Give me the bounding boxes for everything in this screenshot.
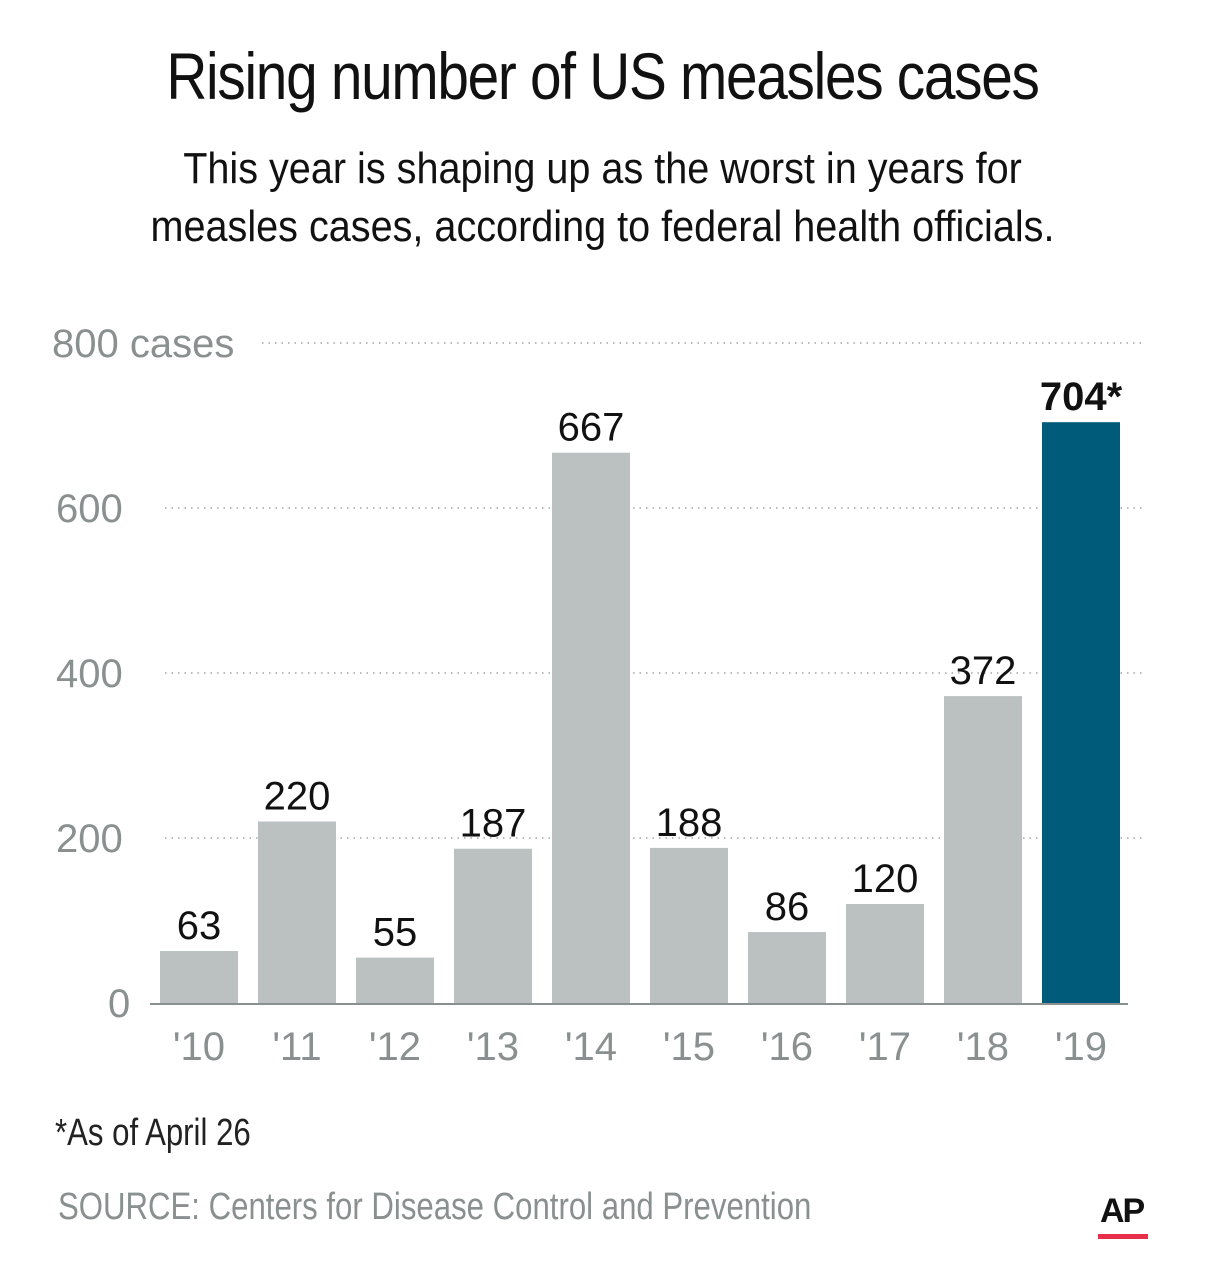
bar bbox=[356, 957, 434, 1003]
y-tick-label: 200 bbox=[56, 817, 123, 861]
y-tick-label: 400 bbox=[56, 652, 123, 696]
bar bbox=[944, 696, 1022, 1003]
source-credit: SOURCE: Centers for Disease Control and … bbox=[58, 1186, 812, 1228]
data-label: 86 bbox=[765, 885, 810, 929]
bar bbox=[748, 932, 826, 1003]
x-tick-label: '11 bbox=[272, 1025, 321, 1069]
subtitle-line-1: This year is shaping up as the worst in … bbox=[183, 144, 1022, 193]
data-label: 55 bbox=[373, 911, 418, 955]
ap-logo: AP bbox=[1100, 1192, 1145, 1230]
data-label: 220 bbox=[264, 775, 331, 819]
bars bbox=[160, 422, 1120, 1004]
x-tick-label: '13 bbox=[467, 1025, 519, 1069]
data-labels: 63 220 55 187 667 188 86 120 372 704* bbox=[177, 375, 1123, 954]
bar bbox=[846, 904, 924, 1003]
data-label: 188 bbox=[656, 801, 723, 845]
bar bbox=[650, 847, 728, 1003]
ap-logo-underline bbox=[1098, 1234, 1148, 1239]
bar bbox=[160, 951, 238, 1003]
subtitle-line-2: measles cases, according to federal heal… bbox=[150, 202, 1055, 251]
x-axis-ticks: '10 '11 '12 '13 '14 '15 '16 '17 '18 '19 bbox=[173, 1025, 1107, 1069]
chart-subtitle: This year is shaping up as the worst in … bbox=[60, 140, 1145, 256]
x-tick-label: '12 bbox=[369, 1025, 421, 1069]
bar bbox=[258, 821, 336, 1003]
y-tick-label: 600 bbox=[56, 487, 123, 531]
x-tick-label: '18 bbox=[957, 1025, 1009, 1069]
bar bbox=[1042, 422, 1120, 1003]
chart-title: Rising number of US measles cases bbox=[166, 39, 1040, 113]
bar bbox=[454, 848, 532, 1003]
x-tick-label: '15 bbox=[663, 1025, 715, 1069]
data-label: 372 bbox=[950, 649, 1017, 693]
bar-chart: 0 200 400 600 800 cases 63 220 55 187 667 188 86 12… bbox=[52, 322, 1145, 1069]
data-label: 187 bbox=[460, 802, 527, 846]
data-label: 63 bbox=[177, 904, 222, 948]
x-tick-label: '17 bbox=[859, 1025, 911, 1069]
x-tick-label: '19 bbox=[1055, 1025, 1107, 1069]
x-tick-label: '16 bbox=[761, 1025, 813, 1069]
y-tick-label: 800 cases bbox=[52, 322, 234, 366]
footnote: *As of April 26 bbox=[55, 1112, 251, 1154]
x-tick-label: '14 bbox=[565, 1025, 617, 1069]
y-axis-ticks: 0 200 400 600 800 cases bbox=[52, 322, 234, 1026]
bar bbox=[552, 452, 630, 1004]
data-label: 704* bbox=[1040, 375, 1123, 419]
x-tick-label: '10 bbox=[173, 1025, 225, 1069]
data-label: 120 bbox=[852, 857, 919, 901]
y-tick-label: 0 bbox=[108, 982, 130, 1026]
data-label: 667 bbox=[558, 406, 625, 450]
